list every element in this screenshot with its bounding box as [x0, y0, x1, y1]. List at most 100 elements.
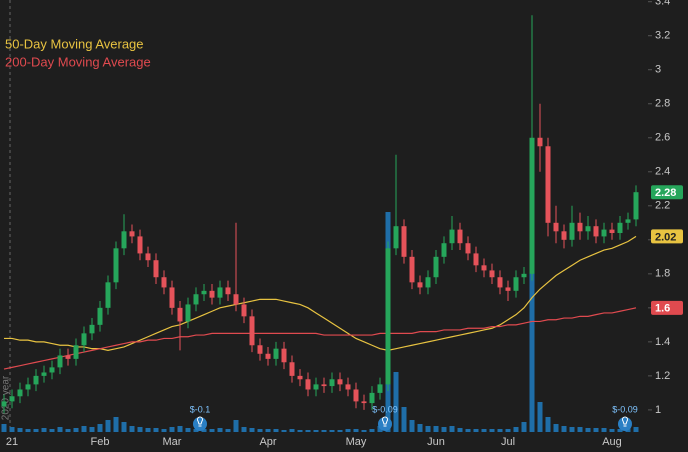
- price-tag-label: 1.6: [655, 303, 670, 315]
- volume-bar: [161, 429, 167, 432]
- candle: [313, 377, 319, 397]
- candle-body: [57, 355, 63, 368]
- x-tick-label: May: [346, 436, 367, 448]
- candle: [145, 246, 151, 268]
- volume-bar: [81, 426, 87, 432]
- volume-bar: [353, 429, 359, 432]
- candle-body: [561, 231, 567, 240]
- volume-bar: [217, 428, 223, 432]
- x-tick-label: 21: [6, 436, 18, 448]
- volume-bar: [249, 428, 255, 432]
- candle-body: [153, 260, 159, 278]
- candle: [417, 275, 423, 295]
- volume-bar: [153, 428, 159, 432]
- candle-body: [257, 345, 263, 354]
- candle: [49, 360, 55, 380]
- candle: [257, 338, 263, 361]
- x-tick-label: Jul: [501, 436, 515, 448]
- candle-body: [89, 324, 95, 334]
- y-tick-label: 1: [655, 404, 661, 416]
- candle-body: [393, 226, 399, 249]
- y-tick-label: 2.4: [655, 166, 670, 178]
- volume-bar: [569, 427, 575, 432]
- price-tag: [651, 185, 683, 200]
- candle: [425, 270, 431, 295]
- candle-body: [9, 396, 15, 402]
- volume-bar: [169, 427, 175, 432]
- candle-body: [337, 379, 343, 385]
- moving-average-line: [3, 307, 637, 370]
- year-label: 2020 year: [1, 375, 12, 420]
- candle-body: [633, 192, 639, 220]
- volume-bar: [49, 429, 55, 432]
- candle: [625, 212, 631, 230]
- earnings-label: $-0.1: [190, 404, 211, 414]
- candle-body: [33, 375, 39, 385]
- candle-body: [569, 222, 575, 240]
- candle: [353, 382, 359, 409]
- earnings-label: $-0.09: [372, 404, 398, 414]
- candle-body: [513, 277, 519, 291]
- candle-body: [441, 243, 447, 257]
- candle-body: [193, 294, 199, 305]
- candle: [241, 297, 247, 324]
- volume-bar: [25, 429, 31, 432]
- volume-bar: [449, 426, 455, 432]
- candle: [225, 280, 231, 302]
- y-tick-label: 2.2: [655, 200, 670, 212]
- volume-bar: [193, 429, 199, 432]
- candle: [89, 318, 95, 341]
- volume-bar: [281, 430, 287, 432]
- candle: [121, 214, 127, 256]
- candle: [521, 267, 527, 285]
- candle-body: [169, 287, 175, 308]
- volume-bar: [305, 430, 311, 432]
- volume-bar: [361, 430, 367, 432]
- candle: [25, 377, 31, 397]
- candle: [361, 394, 367, 410]
- candle: [473, 246, 479, 273]
- volume-bar: [113, 417, 119, 432]
- candle-body: [529, 137, 535, 274]
- volume-bar: [209, 429, 215, 432]
- candle-body: [145, 253, 151, 261]
- volume-bar: [473, 429, 479, 432]
- candle: [249, 309, 255, 353]
- candle-body: [593, 226, 599, 237]
- volume-bar: [97, 424, 103, 432]
- volume-bar: [393, 372, 399, 432]
- candle: [569, 205, 575, 247]
- earnings-icon-glyph: [622, 416, 628, 427]
- candle-body: [49, 367, 55, 373]
- candle: [65, 348, 71, 366]
- candle-body: [313, 384, 319, 390]
- volume-bar: [553, 424, 559, 432]
- candle: [73, 338, 79, 366]
- candle-body: [17, 389, 23, 397]
- candle: [97, 301, 103, 332]
- candle: [33, 369, 39, 392]
- y-tick-label: 2.8: [655, 98, 670, 110]
- volume-bar: [617, 429, 623, 432]
- candle-body: [425, 277, 431, 288]
- candle-body: [121, 231, 127, 249]
- volume-bar: [505, 429, 511, 432]
- candle: [153, 253, 159, 285]
- volume-bar: [33, 429, 39, 432]
- volume-bar: [289, 429, 295, 432]
- candle: [513, 270, 519, 298]
- candle: [129, 224, 135, 244]
- candle-body: [345, 384, 351, 390]
- volume-bar: [481, 429, 487, 432]
- volume-bar: [457, 428, 463, 432]
- candle: [81, 326, 87, 353]
- candle: [593, 219, 599, 244]
- candle: [273, 341, 279, 366]
- candle-body: [401, 226, 407, 257]
- earnings-icon-glyph: [382, 416, 388, 427]
- candle: [217, 280, 223, 305]
- volume-bar: [145, 428, 151, 432]
- volume-bar: [17, 428, 23, 432]
- price-tag-label: 2.02: [655, 231, 676, 243]
